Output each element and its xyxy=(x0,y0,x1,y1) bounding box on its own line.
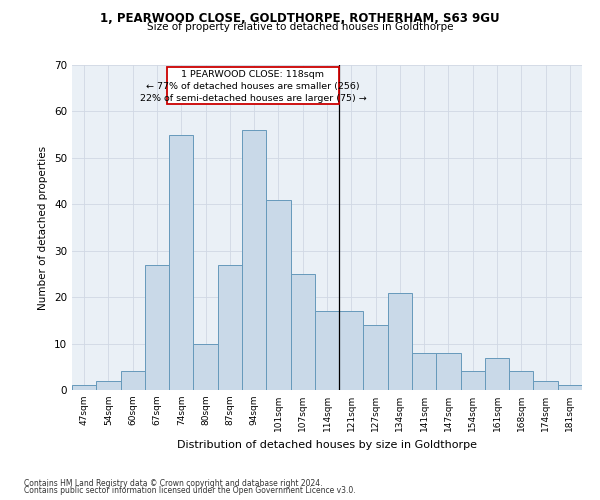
Text: 1, PEARWOOD CLOSE, GOLDTHORPE, ROTHERHAM, S63 9GU: 1, PEARWOOD CLOSE, GOLDTHORPE, ROTHERHAM… xyxy=(100,12,500,26)
Bar xyxy=(461,372,485,390)
Bar xyxy=(485,358,509,390)
Bar xyxy=(509,372,533,390)
Bar xyxy=(167,68,339,104)
Bar xyxy=(169,134,193,390)
Text: 1 PEARWOOD CLOSE: 118sqm: 1 PEARWOOD CLOSE: 118sqm xyxy=(181,70,325,78)
Bar xyxy=(436,353,461,390)
Bar xyxy=(315,311,339,390)
Bar xyxy=(388,292,412,390)
Bar xyxy=(533,380,558,390)
Text: Contains HM Land Registry data © Crown copyright and database right 2024.: Contains HM Land Registry data © Crown c… xyxy=(24,478,323,488)
Bar xyxy=(242,130,266,390)
Y-axis label: Number of detached properties: Number of detached properties xyxy=(38,146,49,310)
Bar xyxy=(266,200,290,390)
Text: Size of property relative to detached houses in Goldthorpe: Size of property relative to detached ho… xyxy=(147,22,453,32)
Bar xyxy=(72,386,96,390)
Bar xyxy=(121,372,145,390)
X-axis label: Distribution of detached houses by size in Goldthorpe: Distribution of detached houses by size … xyxy=(177,440,477,450)
Bar xyxy=(412,353,436,390)
Bar xyxy=(558,386,582,390)
Text: ← 77% of detached houses are smaller (256): ← 77% of detached houses are smaller (25… xyxy=(146,82,360,91)
Text: 22% of semi-detached houses are larger (75) →: 22% of semi-detached houses are larger (… xyxy=(140,94,367,104)
Bar xyxy=(290,274,315,390)
Text: Contains public sector information licensed under the Open Government Licence v3: Contains public sector information licen… xyxy=(24,486,356,495)
Bar xyxy=(339,311,364,390)
Bar xyxy=(96,380,121,390)
Bar xyxy=(193,344,218,390)
Bar xyxy=(145,264,169,390)
Bar xyxy=(364,325,388,390)
Bar xyxy=(218,264,242,390)
